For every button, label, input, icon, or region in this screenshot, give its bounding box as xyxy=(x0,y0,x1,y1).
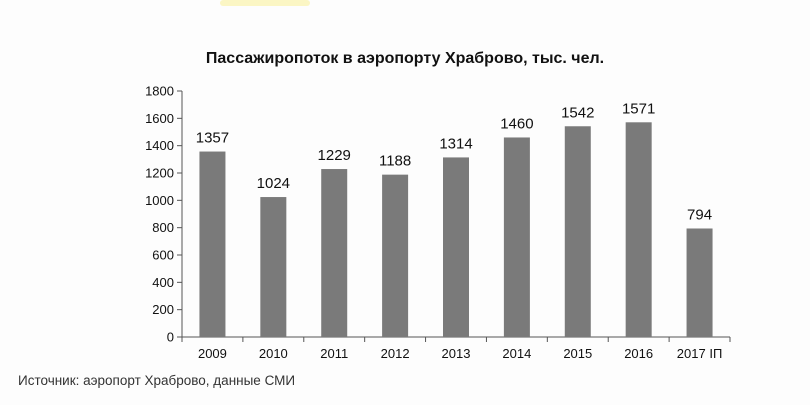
category-label: 2017 IП xyxy=(677,346,723,361)
data-label: 1571 xyxy=(622,100,655,117)
bar-2017-IП xyxy=(686,228,713,337)
category-label: 2015 xyxy=(563,346,592,361)
category-label: 2011 xyxy=(320,346,348,361)
category-label: 2016 xyxy=(624,346,653,361)
y-tick-label: 600 xyxy=(152,248,174,263)
y-tick-label: 400 xyxy=(152,275,174,290)
category-label: 2013 xyxy=(442,346,471,361)
bar-2015 xyxy=(564,126,591,337)
y-tick-label: 1600 xyxy=(145,111,174,126)
bar-2014 xyxy=(503,137,530,337)
data-label: 794 xyxy=(687,206,712,223)
data-label: 1357 xyxy=(196,130,229,147)
source-note: Источник: аэропорт Храброво, данные СМИ xyxy=(18,373,296,388)
y-tick-label: 1000 xyxy=(145,193,174,208)
bar-2009 xyxy=(199,151,226,337)
y-tick-label: 200 xyxy=(152,302,174,317)
category-label: 2012 xyxy=(381,346,410,361)
category-label: 2009 xyxy=(198,346,227,361)
y-tick-label: 800 xyxy=(152,220,174,235)
category-label: 2014 xyxy=(502,346,531,361)
bar-2013 xyxy=(443,157,469,337)
bar-2016 xyxy=(625,122,652,338)
data-label: 1314 xyxy=(439,135,472,152)
y-tick-label: 1400 xyxy=(145,138,174,153)
bar-2012 xyxy=(382,174,409,337)
data-label: 1229 xyxy=(318,147,351,164)
data-label: 1542 xyxy=(561,104,594,121)
chart-title: Пассажиропоток в аэропорту Храброво, тыс… xyxy=(205,50,605,67)
data-label: 1188 xyxy=(379,153,411,170)
y-tick-label: 1200 xyxy=(145,166,174,181)
bar-2010 xyxy=(260,197,287,337)
bar-2011 xyxy=(321,169,348,337)
category-label: 2010 xyxy=(259,346,288,361)
y-tick-label: 0 xyxy=(167,330,174,345)
highlighter-mark xyxy=(220,0,310,6)
data-label: 1460 xyxy=(500,115,533,132)
data-label: 1024 xyxy=(257,175,290,192)
y-tick-label: 1800 xyxy=(145,84,174,99)
